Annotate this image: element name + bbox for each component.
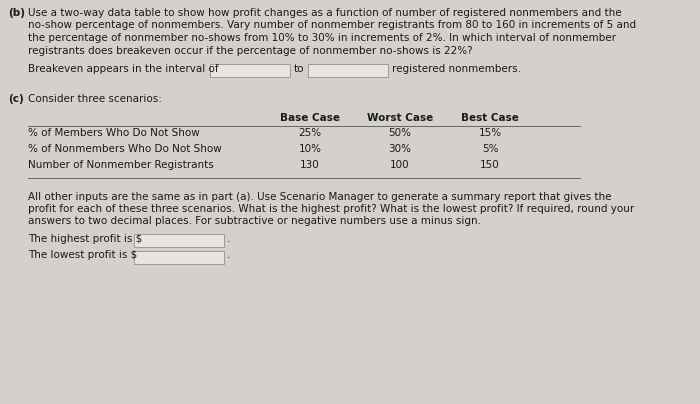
Text: answers to two decimal places. For subtractive or negative numbers use a minus s: answers to two decimal places. For subtr… [28,217,481,227]
Text: 30%: 30% [389,145,412,154]
Text: Best Case: Best Case [461,113,519,123]
FancyBboxPatch shape [210,64,290,77]
Text: 130: 130 [300,160,320,170]
Text: (b): (b) [8,8,25,18]
Text: .: . [227,250,230,261]
Text: The highest profit is $: The highest profit is $ [28,234,142,244]
Text: Worst Case: Worst Case [367,113,433,123]
Text: The lowest profit is $: The lowest profit is $ [28,250,137,261]
Text: profit for each of these three scenarios. What is the highest profit? What is th: profit for each of these three scenarios… [28,204,634,214]
Text: .: . [227,234,230,244]
Text: Base Case: Base Case [280,113,340,123]
Text: to: to [294,64,304,74]
Text: no-show percentage of nonmembers. Vary number of nonmember registrants from 80 t: no-show percentage of nonmembers. Vary n… [28,21,636,30]
Text: (c): (c) [8,95,24,105]
Text: 5%: 5% [482,145,498,154]
Text: Consider three scenarios:: Consider three scenarios: [28,95,162,105]
Text: registered nonmembers.: registered nonmembers. [392,64,521,74]
Text: 50%: 50% [389,128,412,139]
Text: Use a two-way data table to show how profit changes as a function of number of r: Use a two-way data table to show how pro… [28,8,622,18]
Text: the percentage of nonmember no-shows from 10% to 30% in increments of 2%. In whi: the percentage of nonmember no-shows fro… [28,33,616,43]
Text: % of Members Who Do Not Show: % of Members Who Do Not Show [28,128,199,139]
Text: registrants does breakeven occur if the percentage of nonmember no-shows is 22%?: registrants does breakeven occur if the … [28,46,472,55]
Text: 15%: 15% [478,128,502,139]
FancyBboxPatch shape [134,234,224,247]
Text: 100: 100 [390,160,410,170]
Text: All other inputs are the same as in part (a). Use Scenario Manager to generate a: All other inputs are the same as in part… [28,191,612,202]
Text: % of Nonmembers Who Do Not Show: % of Nonmembers Who Do Not Show [28,145,222,154]
FancyBboxPatch shape [134,250,224,263]
Text: Breakeven appears in the interval of: Breakeven appears in the interval of [28,64,218,74]
FancyBboxPatch shape [308,64,388,77]
Text: 10%: 10% [298,145,321,154]
Text: Number of Nonmember Registrants: Number of Nonmember Registrants [28,160,214,170]
Text: 150: 150 [480,160,500,170]
Text: 25%: 25% [298,128,321,139]
